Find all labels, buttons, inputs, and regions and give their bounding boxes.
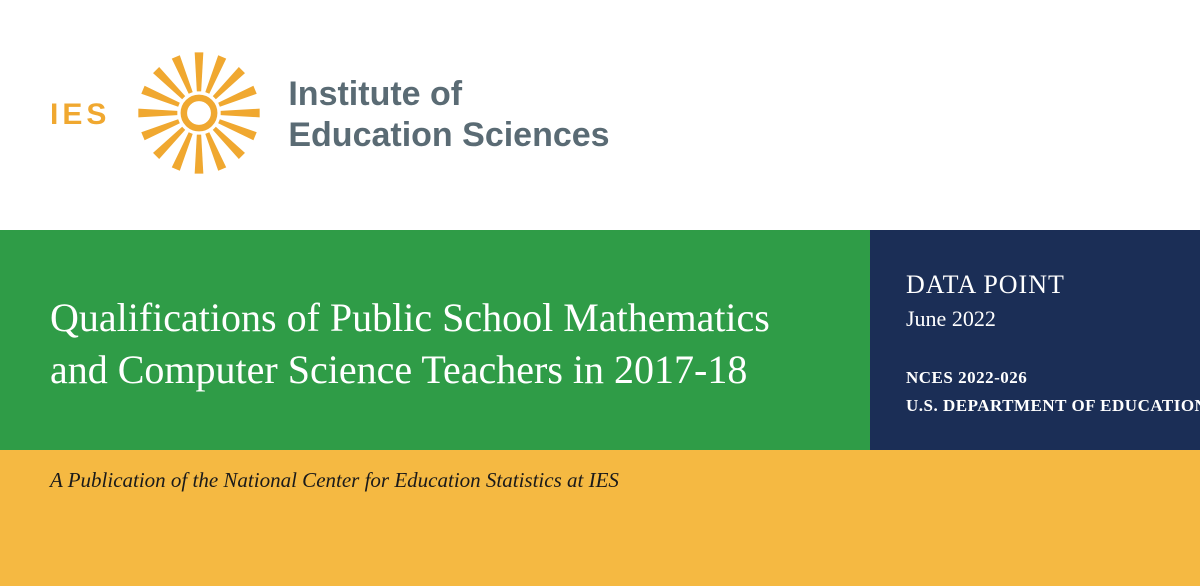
institute-name: Institute of Education Sciences (288, 74, 609, 156)
publication-subtitle: A Publication of the National Center for… (50, 468, 1150, 493)
nces-id: NCES 2022-026 (906, 368, 1200, 388)
sun-icon (134, 48, 264, 183)
ies-logo-block: IES (50, 48, 610, 183)
department-text: U.S. DEPARTMENT OF EDUCATION (906, 396, 1200, 416)
data-point-label: DATA POINT (906, 270, 1200, 300)
banner-row: Qualifications of Public School Mathemat… (0, 230, 1200, 450)
nces-block: NCES 2022-026 U.S. DEPARTMENT OF EDUCATI… (906, 368, 1200, 416)
institute-line-1: Institute of (288, 74, 609, 115)
header-section: IES (0, 0, 1200, 230)
title-panel: Qualifications of Public School Mathemat… (0, 230, 870, 450)
ies-abbrev-text: IES (50, 98, 110, 132)
document-title: Qualifications of Public School Mathemat… (50, 292, 820, 396)
publication-date: June 2022 (906, 306, 1200, 332)
institute-line-2: Education Sciences (288, 115, 609, 156)
side-panel: DATA POINT June 2022 NCES 2022-026 U.S. … (870, 230, 1200, 450)
footer-bar: A Publication of the National Center for… (0, 450, 1200, 586)
